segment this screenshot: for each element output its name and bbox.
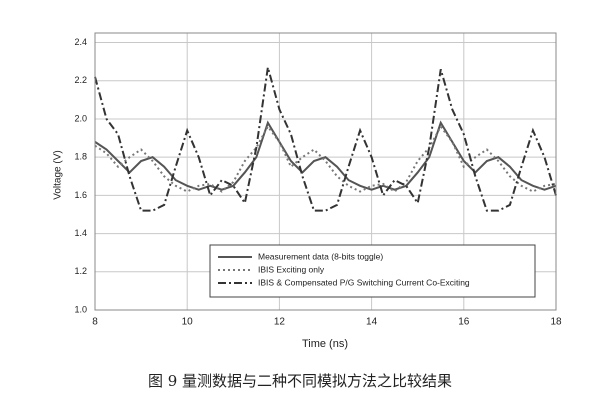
x-tick-label: 18 xyxy=(550,317,562,328)
x-tick-label: 16 xyxy=(458,317,470,328)
legend-box xyxy=(209,244,536,298)
x-tick-label: 10 xyxy=(182,317,194,328)
legend-label: IBIS & Compensated P/G Switching Current… xyxy=(258,277,470,287)
y-tick-label: 1.4 xyxy=(74,228,87,238)
y-tick-label: 1.6 xyxy=(74,190,87,200)
x-tick-label: 14 xyxy=(366,317,378,328)
series-line xyxy=(94,67,557,212)
series-line xyxy=(94,120,557,191)
caption: 图 9 量测数据与二种不同模拟方法之比较结果 xyxy=(148,372,452,390)
y-tick-label: 2.0 xyxy=(74,113,87,123)
x-tick-label: 8 xyxy=(92,317,98,328)
y-tick-label: 2.4 xyxy=(74,37,87,47)
series-line xyxy=(94,124,557,193)
legend-label: Measurement data (8-bits toggle) xyxy=(258,251,383,261)
y-tick-label: 1.8 xyxy=(74,152,87,162)
y-tick-label: 2.2 xyxy=(74,75,87,85)
y-axis-label: Voltage (V) xyxy=(53,150,64,199)
y-tick-label: 1.0 xyxy=(74,304,87,314)
x-tick-label: 12 xyxy=(274,317,286,328)
legend-label: IBIS Exciting only xyxy=(258,264,325,274)
plot-border xyxy=(94,32,557,311)
y-tick-label: 1.2 xyxy=(74,266,87,276)
x-axis-label: Time (ns) xyxy=(302,338,348,350)
